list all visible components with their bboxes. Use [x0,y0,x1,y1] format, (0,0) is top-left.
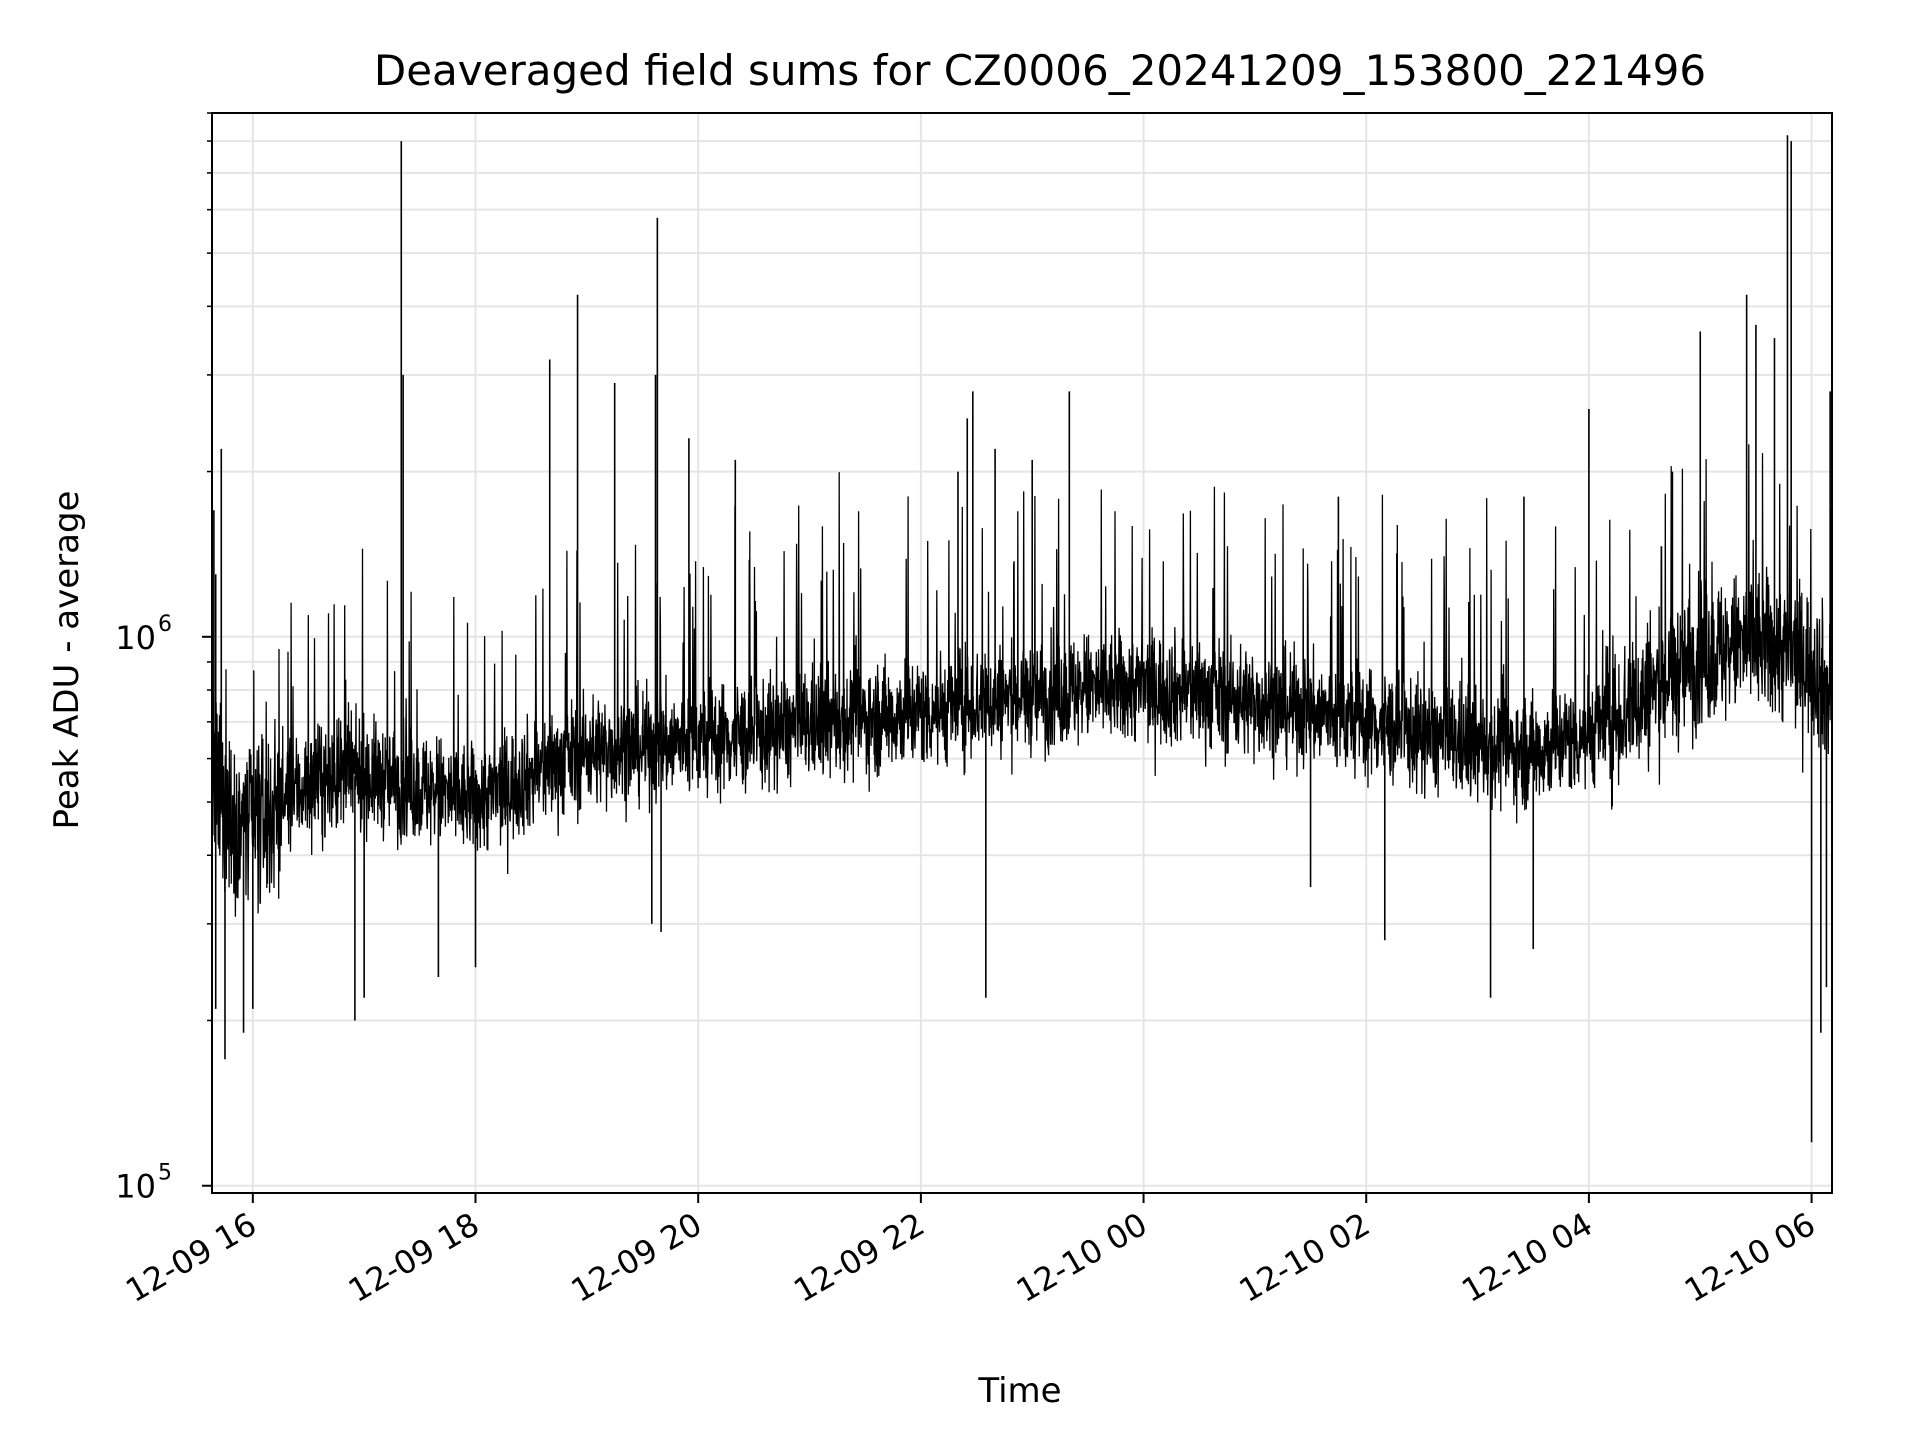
chart-title: Deaveraged field sums for CZ0006_2024120… [374,46,1706,95]
series-black-line [212,135,1832,1143]
y-tick-label: 10 [115,619,156,657]
y-tick-label: 10 [115,1168,156,1206]
plot-frame [211,112,1833,1194]
x-axis-label: Time [977,1371,1061,1411]
y-tick-exponent: 5 [158,1161,172,1186]
y-tick-exponent: 6 [158,612,172,637]
series-line [212,444,1832,917]
y-axis-label: Peak ADU - average [47,491,87,830]
